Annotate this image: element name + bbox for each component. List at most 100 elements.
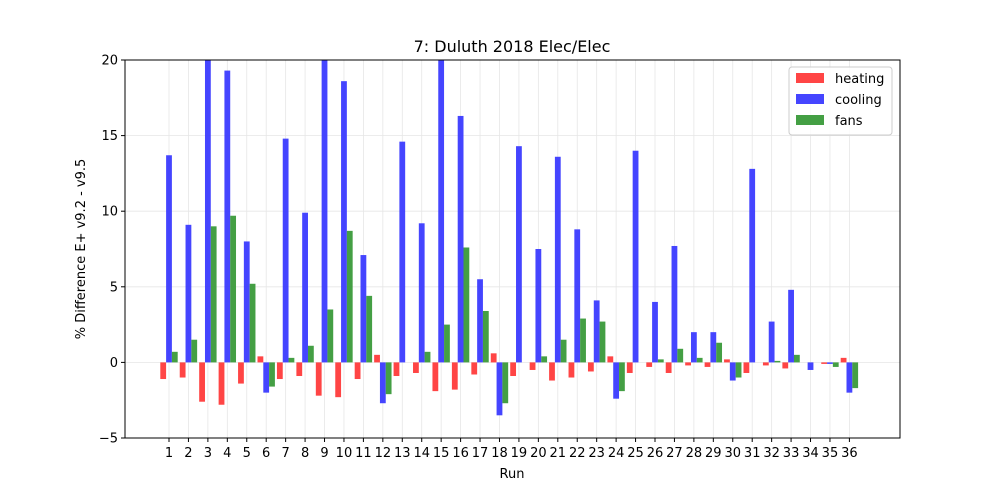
x-tick-label: 14 bbox=[413, 446, 430, 461]
bar-cooling bbox=[632, 150, 639, 363]
bar-heating bbox=[685, 362, 691, 366]
bar-cooling bbox=[243, 241, 250, 363]
bar-heating bbox=[782, 362, 789, 369]
bar-fans bbox=[346, 230, 353, 363]
x-tick-label: 28 bbox=[686, 446, 703, 461]
x-tick-label: 31 bbox=[744, 446, 761, 461]
bar-heating bbox=[451, 362, 458, 390]
bar-cooling bbox=[204, 60, 211, 363]
x-tick-label: 22 bbox=[569, 446, 586, 461]
legend-swatch-fans bbox=[796, 115, 824, 125]
y-tick-label: 15 bbox=[101, 129, 118, 144]
x-tick-label: 10 bbox=[336, 446, 353, 461]
x-tick-label: 26 bbox=[647, 446, 664, 461]
bar-heating bbox=[743, 362, 750, 373]
bar-cooling bbox=[224, 70, 231, 363]
bar-fans bbox=[560, 339, 567, 363]
bar-fans bbox=[852, 362, 859, 389]
bar-cooling bbox=[282, 138, 289, 363]
bar-cooling bbox=[729, 362, 736, 381]
bar-cooling bbox=[418, 223, 425, 363]
x-tick-label: 35 bbox=[822, 446, 839, 461]
bar-heating bbox=[549, 362, 555, 381]
bar-cooling bbox=[846, 362, 853, 393]
x-tick-label: 7 bbox=[281, 446, 289, 461]
bar-fans bbox=[269, 362, 275, 387]
bar-heating bbox=[238, 362, 244, 384]
bar-fans bbox=[774, 360, 781, 363]
bar-fans bbox=[210, 226, 217, 363]
bar-cooling bbox=[554, 156, 561, 363]
bar-fans bbox=[541, 356, 548, 363]
x-tick-label: 2 bbox=[184, 446, 192, 461]
x-tick-label: 21 bbox=[550, 446, 567, 461]
bar-cooling bbox=[399, 141, 406, 363]
bar-fans bbox=[793, 354, 800, 363]
bar-fans bbox=[696, 357, 703, 363]
bar-heating bbox=[568, 362, 575, 378]
bar-cooling bbox=[671, 245, 678, 363]
bar-fans bbox=[288, 357, 295, 363]
bar-fans bbox=[307, 345, 314, 363]
bar-fans bbox=[366, 295, 373, 363]
x-tick-label: 15 bbox=[433, 446, 450, 461]
bar-cooling bbox=[807, 362, 814, 370]
x-tick-label: 18 bbox=[491, 446, 508, 461]
bar-cooling bbox=[788, 289, 794, 363]
legend: heating cooling fans bbox=[788, 66, 893, 136]
bar-heating bbox=[607, 356, 614, 363]
x-tick-label: 24 bbox=[608, 446, 625, 461]
bar-cooling bbox=[690, 332, 697, 363]
x-axis-label: Run bbox=[500, 467, 525, 482]
bar-cooling bbox=[574, 229, 581, 363]
bar-heating bbox=[490, 353, 497, 363]
bar-heating bbox=[626, 362, 633, 373]
bar-fans bbox=[463, 247, 470, 363]
y-tick-label: −5 bbox=[99, 432, 118, 447]
bar-fans bbox=[444, 324, 450, 363]
bar-fans bbox=[619, 362, 625, 392]
x-tick-label: 5 bbox=[243, 446, 251, 461]
bar-fans bbox=[599, 321, 606, 363]
bar-fans bbox=[385, 362, 392, 395]
x-tick-label: 29 bbox=[705, 446, 722, 461]
x-tick-label: 32 bbox=[763, 446, 780, 461]
x-tick-label: 3 bbox=[204, 446, 212, 461]
bar-heating bbox=[724, 359, 730, 363]
legend-swatch-cooling bbox=[796, 94, 824, 104]
y-tick-label: 20 bbox=[101, 54, 118, 69]
y-tick-label: 5 bbox=[110, 280, 118, 295]
bar-fans bbox=[327, 309, 334, 363]
bar-heating bbox=[587, 362, 594, 372]
bar-cooling bbox=[496, 362, 503, 416]
bar-heating bbox=[665, 362, 672, 373]
x-tick-label: 12 bbox=[375, 446, 392, 461]
bar-fans bbox=[249, 283, 256, 363]
bar-fans bbox=[735, 362, 742, 378]
legend-swatch-heating bbox=[796, 73, 824, 83]
bar-cooling bbox=[535, 249, 542, 363]
bar-heating bbox=[646, 362, 653, 367]
x-tick-label: 17 bbox=[472, 446, 489, 461]
bar-heating bbox=[315, 362, 322, 396]
bar-fans bbox=[580, 318, 586, 363]
bar-fans bbox=[677, 348, 684, 363]
bar-heating bbox=[276, 362, 283, 380]
bar-fans bbox=[657, 359, 664, 363]
x-tick-label: 9 bbox=[320, 446, 328, 461]
legend-label-fans: fans bbox=[835, 114, 863, 129]
bar-cooling bbox=[593, 300, 600, 363]
bar-heating bbox=[471, 362, 478, 375]
y-tick-label: 0 bbox=[110, 356, 118, 371]
bar-cooling bbox=[341, 81, 347, 363]
bar-fans bbox=[191, 339, 198, 363]
bar-fans bbox=[230, 215, 237, 363]
bar-heating bbox=[393, 362, 400, 377]
bar-heating bbox=[335, 362, 342, 398]
x-tick-label: 19 bbox=[511, 446, 528, 461]
bar-cooling bbox=[768, 321, 775, 363]
plot-frame bbox=[124, 59, 901, 439]
bar-heating bbox=[179, 362, 186, 378]
